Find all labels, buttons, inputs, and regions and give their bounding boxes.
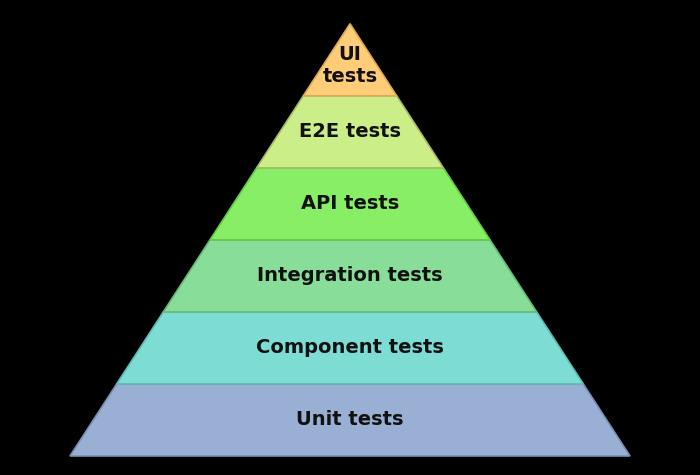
Text: API tests: API tests — [301, 194, 399, 213]
Text: UI
tests: UI tests — [323, 45, 377, 86]
Text: E2E tests: E2E tests — [299, 123, 401, 142]
Text: Unit tests: Unit tests — [296, 410, 404, 429]
Polygon shape — [163, 240, 537, 312]
Polygon shape — [257, 96, 443, 168]
Text: Integration tests: Integration tests — [257, 266, 443, 285]
Polygon shape — [303, 24, 397, 96]
Polygon shape — [210, 168, 490, 240]
Text: Component tests: Component tests — [256, 338, 444, 358]
Polygon shape — [70, 384, 630, 456]
Polygon shape — [117, 312, 583, 384]
